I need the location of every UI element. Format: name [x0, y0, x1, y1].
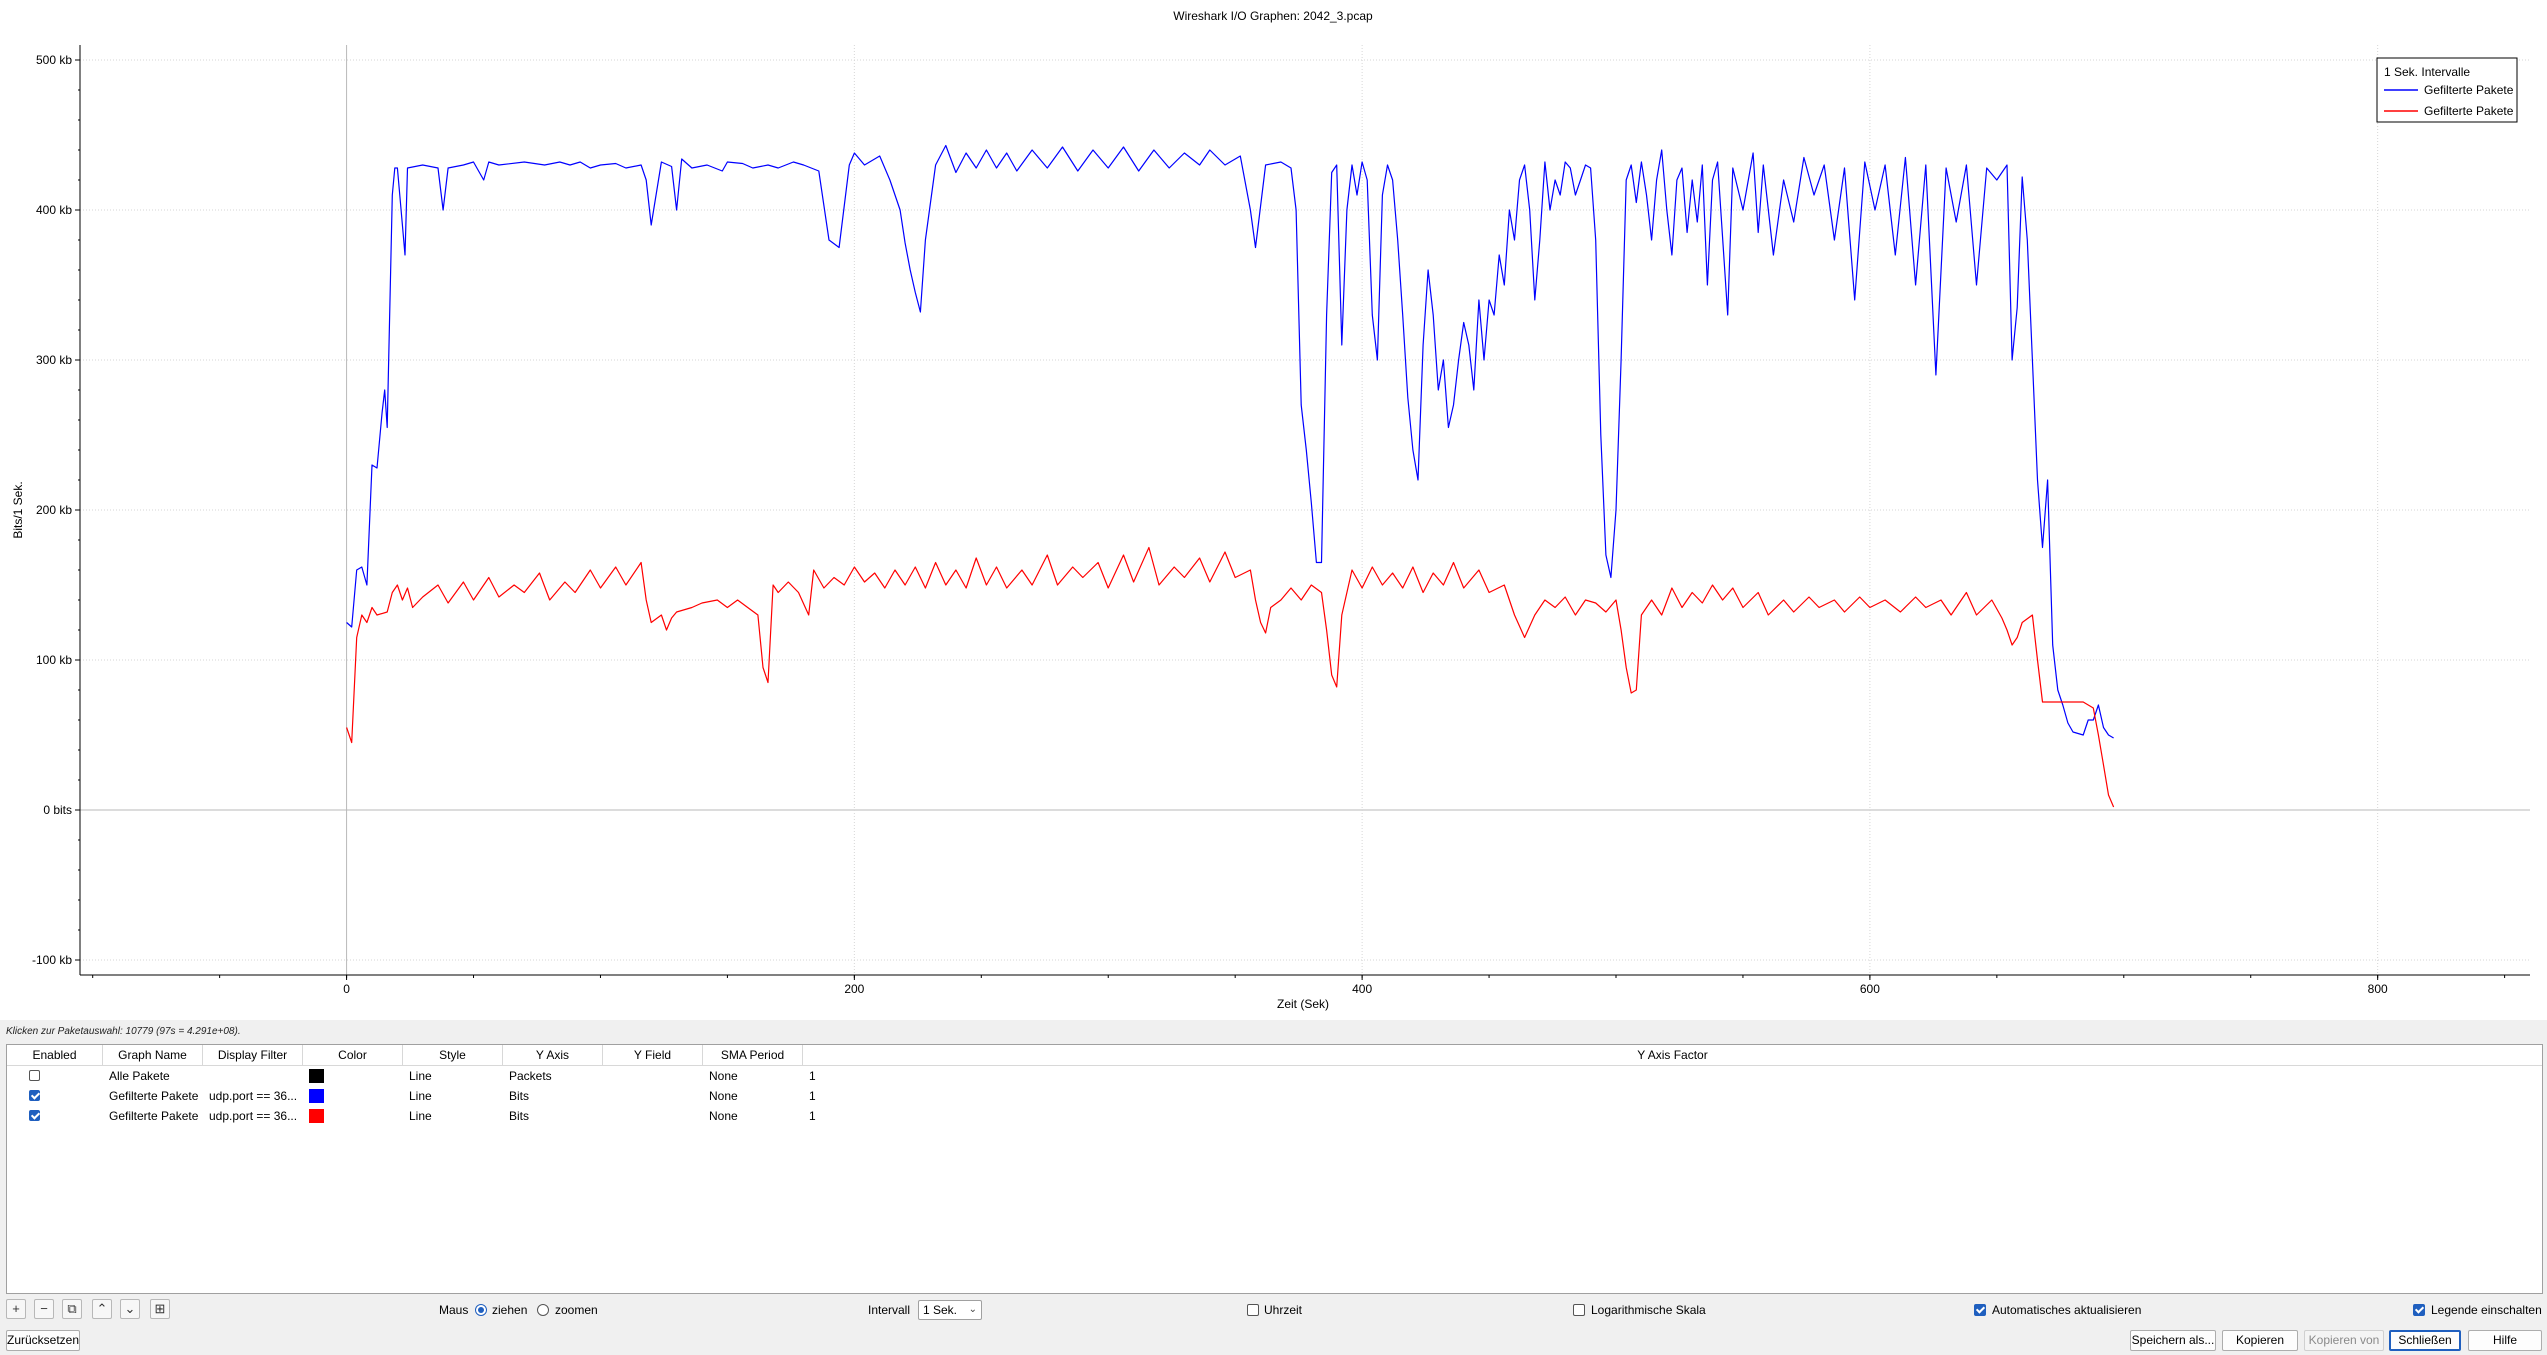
table-header: Enabled Graph Name Display Filter Color …	[7, 1045, 2542, 1066]
row-color-swatch[interactable]	[309, 1109, 324, 1123]
add-graph-button[interactable]: +	[6, 1299, 26, 1319]
row-graph-name[interactable]: Alle Pakete	[109, 1069, 170, 1083]
row-enabled-checkbox[interactable]	[29, 1110, 40, 1121]
legend-entry-2: Gefilterte Pakete	[2424, 104, 2514, 118]
save-as-button[interactable]: Speichern als...	[2130, 1330, 2216, 1351]
interval-select[interactable]: 1 Sek. ⌄	[918, 1300, 982, 1320]
io-graph-plot[interactable]: -100 kb 0 bits 100 kb 200 kb 300 kb 400 kb 500…	[0, 0, 2547, 1020]
chart-title: Wireshark I/O Graphen: 2042_3.pcap	[1173, 9, 1373, 23]
legend: 1 Sek. Intervalle Gefilterte Pakete Gefi…	[2376, 57, 2518, 123]
help-button[interactable]: Hilfe	[2468, 1330, 2542, 1351]
log-scale-label[interactable]: Logarithmische Skala	[1591, 1303, 1706, 1317]
x-tick-label: 0	[343, 982, 350, 996]
header-y-axis[interactable]: Y Axis	[503, 1045, 603, 1065]
y-tick-label: 500 kb	[36, 53, 72, 67]
row-graph-name[interactable]: Gefilterte Pakete	[109, 1109, 199, 1123]
y-tick-label: 400 kb	[36, 203, 72, 217]
legend-label[interactable]: Legende einschalten	[2431, 1303, 2542, 1317]
series-line-red	[346, 546, 2115, 808]
row-graph-name[interactable]: Gefilterte Pakete	[109, 1089, 199, 1103]
row-y-axis-factor[interactable]: 1	[809, 1109, 816, 1123]
x-tick-label: 800	[2368, 982, 2388, 996]
header-y-field[interactable]: Y Field	[603, 1045, 703, 1065]
row-y-axis-factor[interactable]: 1	[809, 1089, 816, 1103]
header-color[interactable]: Color	[303, 1045, 403, 1065]
header-graph-name[interactable]: Graph Name	[103, 1045, 203, 1065]
y-tick-label: 300 kb	[36, 353, 72, 367]
copy-from-button[interactable]: Kopieren von	[2304, 1330, 2384, 1351]
auto-update-label[interactable]: Automatisches aktualisieren	[1992, 1303, 2142, 1317]
mouse-drag-label[interactable]: ziehen	[492, 1303, 528, 1317]
mouse-mode-label: Maus	[439, 1303, 469, 1317]
graph-table[interactable]: Enabled Graph Name Display Filter Color …	[6, 1044, 2543, 1294]
row-style[interactable]: Line	[409, 1069, 432, 1083]
table-row[interactable]: Gefilterte Pakete udp.port == 36... Line…	[7, 1086, 2542, 1106]
row-color-swatch[interactable]	[309, 1089, 324, 1103]
legend-entry-1: Gefilterte Pakete	[2424, 83, 2514, 97]
time-of-day-checkbox[interactable]	[1247, 1304, 1259, 1316]
header-style[interactable]: Style	[403, 1045, 503, 1065]
status-hint: Klicken zur Paketauswahl: 10779 (97s = 4…	[6, 1026, 241, 1037]
copy-graph-button[interactable]: ⧉	[62, 1299, 82, 1319]
header-y-axis-factor[interactable]: Y Axis Factor	[1637, 1048, 1708, 1062]
row-enabled-checkbox[interactable]	[29, 1070, 40, 1081]
move-up-button[interactable]: ⌃	[92, 1299, 112, 1319]
copy-button[interactable]: Kopieren	[2222, 1330, 2298, 1351]
table-row[interactable]: Alle Pakete Line Packets None 1	[7, 1066, 2542, 1086]
header-sma-period[interactable]: SMA Period	[703, 1045, 803, 1065]
close-button[interactable]: Schließen	[2389, 1330, 2461, 1351]
row-sma-period[interactable]: None	[709, 1109, 738, 1123]
x-tick-label: 400	[1352, 982, 1372, 996]
move-down-button[interactable]: ⌄	[120, 1299, 140, 1319]
mouse-drag-radio[interactable]	[475, 1304, 487, 1316]
row-y-axis[interactable]: Bits	[509, 1089, 530, 1103]
row-enabled-checkbox[interactable]	[29, 1090, 40, 1101]
y-tick-label: 0 bits	[43, 803, 72, 817]
interval-value: 1 Sek.	[923, 1303, 958, 1317]
row-sma-period[interactable]: None	[709, 1089, 738, 1103]
header-enabled[interactable]: Enabled	[7, 1045, 103, 1065]
legend-title: 1 Sek. Intervalle	[2384, 65, 2470, 79]
x-axis-label: Zeit (Sek)	[1277, 997, 1329, 1011]
io-graph-chart[interactable]: -100 kb 0 bits 100 kb 200 kb 300 kb 400 kb 500…	[0, 0, 2547, 1020]
time-of-day-label[interactable]: Uhrzeit	[1264, 1303, 1303, 1317]
remove-graph-button[interactable]: −	[34, 1299, 54, 1319]
row-display-filter[interactable]	[209, 1066, 301, 1086]
x-tick-label: 200	[844, 982, 864, 996]
row-sma-period[interactable]: None	[709, 1069, 738, 1083]
row-color-swatch[interactable]	[309, 1069, 324, 1083]
row-display-filter[interactable]: udp.port == 36...	[209, 1109, 298, 1123]
log-scale-checkbox[interactable]	[1573, 1304, 1585, 1316]
row-style[interactable]: Line	[409, 1089, 432, 1103]
y-tick-label: 100 kb	[36, 653, 72, 667]
row-y-axis[interactable]: Bits	[509, 1109, 530, 1123]
row-style[interactable]: Line	[409, 1109, 432, 1123]
y-axis-label: Bits/1 Sek.	[11, 481, 25, 538]
row-y-axis[interactable]: Packets	[509, 1069, 552, 1083]
y-tick-label: -100 kb	[32, 953, 72, 967]
header-display-filter[interactable]: Display Filter	[203, 1045, 303, 1065]
y-tick-label: 200 kb	[36, 503, 72, 517]
auto-update-checkbox[interactable]	[1974, 1304, 1986, 1316]
row-display-filter[interactable]: udp.port == 36...	[209, 1089, 298, 1103]
clear-graphs-button[interactable]: ⊞	[150, 1299, 170, 1319]
mouse-zoom-radio[interactable]	[537, 1304, 549, 1316]
table-row[interactable]: Gefilterte Pakete udp.port == 36... Line…	[7, 1106, 2542, 1126]
series-line-blue	[346, 144, 2114, 739]
mouse-zoom-label[interactable]: zoomen	[555, 1303, 598, 1317]
row-y-axis-factor[interactable]: 1	[809, 1069, 816, 1083]
chevron-down-icon: ⌄	[968, 1304, 977, 1315]
reset-button[interactable]: Zurücksetzen	[6, 1330, 80, 1351]
interval-label: Intervall	[868, 1303, 911, 1317]
x-tick-label: 600	[1860, 982, 1880, 996]
legend-checkbox[interactable]	[2413, 1304, 2425, 1316]
